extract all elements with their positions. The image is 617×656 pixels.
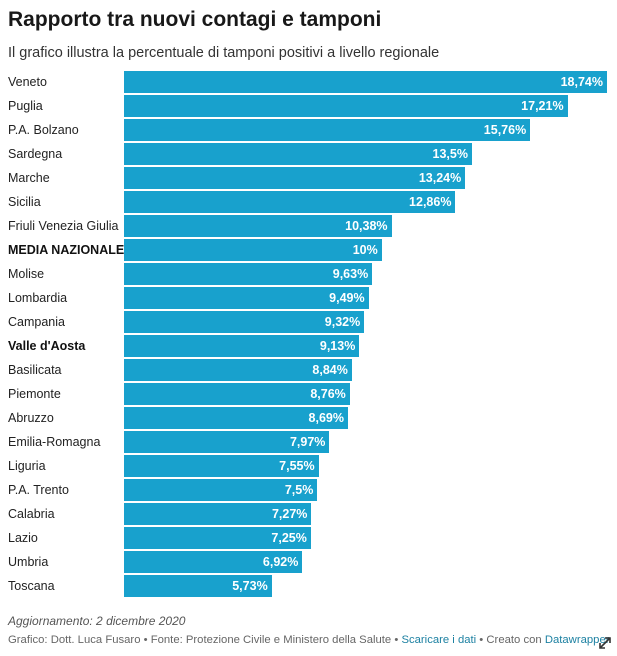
bar xyxy=(124,191,456,213)
bar-row: Abruzzo 8,69% xyxy=(0,407,617,429)
chart-title: Rapporto tra nuovi contagi e tamponi xyxy=(8,8,382,31)
bar xyxy=(124,431,330,453)
category-label: Lombardia xyxy=(8,291,68,305)
bar xyxy=(124,407,348,429)
value-label: 13,24% xyxy=(418,171,462,185)
bar-row: Basilicata 8,84% xyxy=(0,359,617,381)
bar-row: Valle d'Aosta 9,13% xyxy=(0,335,617,357)
value-label: 10,38% xyxy=(345,219,388,233)
bar-row: P.A. Bolzano 15,76% xyxy=(0,119,617,141)
category-label: Valle d'Aosta xyxy=(8,339,86,353)
category-label: Lazio xyxy=(8,531,38,545)
category-label: Umbria xyxy=(8,555,49,569)
value-label: 9,13% xyxy=(319,339,356,353)
category-label: P.A. Trento xyxy=(8,483,69,497)
value-label: 7,97% xyxy=(289,435,326,449)
bar xyxy=(124,95,568,117)
bar-row: Liguria 7,55% xyxy=(0,455,617,477)
expand-icon[interactable] xyxy=(598,636,612,650)
category-label: Marche xyxy=(8,171,50,185)
category-label: Sicilia xyxy=(8,195,41,209)
chart-footer: Grafico: Dott. Luca Fusaro • Fonte: Prot… xyxy=(8,634,610,646)
bar xyxy=(124,551,303,573)
bar xyxy=(124,215,392,237)
bar-row: Toscana 5,73% xyxy=(0,575,617,597)
category-label: Friuli Venezia Giulia xyxy=(8,219,119,233)
category-label: Emilia-Romagna xyxy=(8,435,101,449)
category-label: Calabria xyxy=(8,507,55,521)
download-data-link[interactable]: Scaricare i dati xyxy=(401,634,477,646)
bar-row: Piemonte 8,76% xyxy=(0,383,617,405)
bar-row: Lombardia 9,49% xyxy=(0,287,617,309)
value-label: 8,76% xyxy=(310,387,346,401)
value-label: 6,92% xyxy=(262,555,299,569)
bar xyxy=(124,455,319,477)
bar-row: Calabria 7,27% xyxy=(0,503,617,525)
bar xyxy=(124,287,369,309)
category-label: Sardegna xyxy=(8,147,63,161)
bar xyxy=(124,311,365,333)
update-note: Aggiornamento: 2 dicembre 2020 xyxy=(8,614,186,628)
bar xyxy=(124,263,373,285)
bar xyxy=(124,167,466,189)
value-label: 9,49% xyxy=(329,291,365,305)
bar xyxy=(124,335,360,357)
value-label: 8,69% xyxy=(308,411,344,425)
datawrapper-link[interactable]: Datawrapper xyxy=(544,634,610,646)
bar-row: Emilia-Romagna 7,97% xyxy=(0,431,617,453)
bar-row: Molise 9,63% xyxy=(0,263,617,285)
bar-row: P.A. Trento 7,5% xyxy=(0,479,617,501)
value-label: 9,32% xyxy=(324,315,361,329)
category-label: MEDIA NAZIONALE xyxy=(8,243,125,257)
category-label: P.A. Bolzano xyxy=(8,123,79,137)
bar xyxy=(124,503,312,525)
bar-row: Veneto 18,74% xyxy=(0,71,617,93)
value-label: 12,86% xyxy=(409,195,452,209)
bar xyxy=(124,479,318,501)
category-label: Basilicata xyxy=(8,363,62,377)
value-label: 18,74% xyxy=(560,75,603,89)
bar xyxy=(124,71,607,93)
bar xyxy=(124,119,531,141)
bar-row: Sardegna 13,5% xyxy=(0,143,617,165)
value-label: 5,73% xyxy=(232,579,268,593)
bar xyxy=(124,383,350,405)
value-label: 7,5% xyxy=(284,483,314,497)
value-label: 9,63% xyxy=(332,267,369,281)
category-label: Veneto xyxy=(8,75,47,89)
bar xyxy=(124,143,472,165)
value-label: 7,27% xyxy=(271,507,308,521)
value-label: 10% xyxy=(352,243,378,257)
category-label: Abruzzo xyxy=(8,411,54,425)
value-label: 7,55% xyxy=(279,459,315,473)
bar xyxy=(124,359,352,381)
bar-row: Sicilia 12,86% xyxy=(0,191,617,213)
bar xyxy=(124,239,382,261)
category-label: Molise xyxy=(8,267,45,281)
bar xyxy=(124,575,272,597)
chart-subtitle: Il grafico illustra la percentuale di ta… xyxy=(8,45,440,61)
value-label: 13,5% xyxy=(432,147,468,161)
category-label: Toscana xyxy=(8,579,55,593)
category-label: Puglia xyxy=(8,99,43,113)
category-label: Liguria xyxy=(8,459,46,473)
bar-row: MEDIA NAZIONALE 10% xyxy=(0,239,617,261)
bar-row: Marche 13,24% xyxy=(0,167,617,189)
bar-row: Friuli Venezia Giulia 10,38% xyxy=(0,215,617,237)
category-label: Campania xyxy=(8,315,65,329)
value-label: 15,76% xyxy=(483,123,527,137)
created-with-text: • Creato con xyxy=(476,634,545,646)
bar-row: Umbria 6,92% xyxy=(0,551,617,573)
category-label: Piemonte xyxy=(8,387,61,401)
bar-row: Puglia 17,21% xyxy=(0,95,617,117)
bar xyxy=(124,527,311,549)
value-label: 8,84% xyxy=(312,363,348,377)
bar-row: Campania 9,32% xyxy=(0,311,617,333)
value-label: 7,25% xyxy=(271,531,307,545)
bar-row: Lazio 7,25% xyxy=(0,527,617,549)
credits-text: Grafico: Dott. Luca Fusaro • Fonte: Prot… xyxy=(8,634,402,646)
value-label: 17,21% xyxy=(521,99,564,113)
